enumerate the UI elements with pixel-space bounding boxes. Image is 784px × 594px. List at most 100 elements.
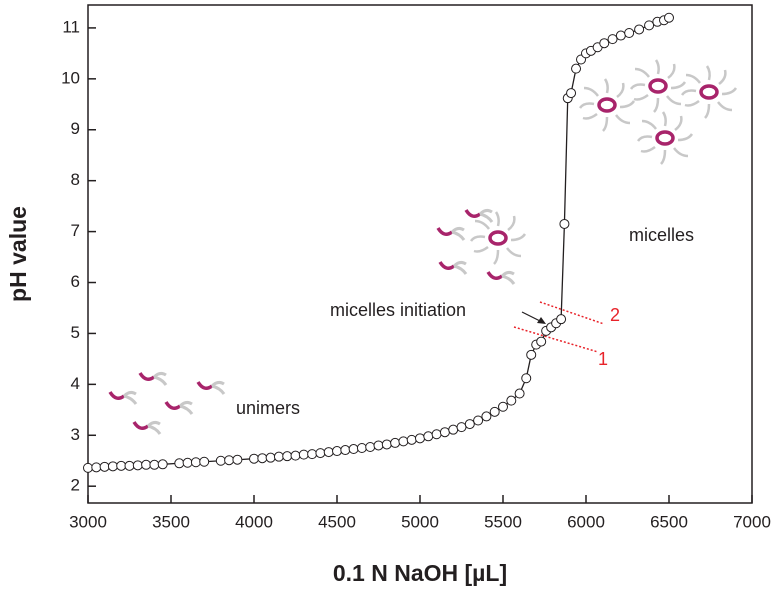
- data-point: [132, 460, 143, 471]
- y-axis-title: pH value: [5, 206, 31, 302]
- data-point: [464, 419, 475, 430]
- data-point: [356, 443, 367, 454]
- x-tick-label: 7000: [733, 512, 771, 531]
- data-point: [448, 424, 459, 435]
- data-point: [381, 439, 392, 450]
- unimer-icon: [486, 270, 516, 286]
- annotation: 2: [610, 305, 620, 325]
- data-point: [232, 454, 243, 465]
- data-point: [415, 433, 425, 444]
- data-point: [521, 373, 532, 384]
- data-point: [439, 427, 450, 438]
- annotation: micelles: [629, 225, 694, 245]
- data-point: [91, 462, 102, 473]
- data-point: [298, 449, 309, 460]
- x-tick-label: 6000: [567, 512, 605, 531]
- data-point: [498, 401, 508, 412]
- y-tick-label: 6: [71, 272, 80, 291]
- data-point: [599, 38, 610, 49]
- data-point: [249, 453, 259, 464]
- unimer-icon: [138, 371, 168, 387]
- data-point: [315, 448, 326, 459]
- data-point: [481, 411, 492, 422]
- y-tick-label: 11: [62, 17, 80, 36]
- y-tick-label: 7: [71, 221, 80, 240]
- micelle-icon: [636, 110, 694, 166]
- data-point: [290, 450, 301, 461]
- micelle-icon: [680, 64, 738, 120]
- data-point: [141, 459, 152, 470]
- y-tick-label: 9: [71, 119, 80, 138]
- arrow-head: [537, 317, 546, 324]
- data-point: [224, 455, 235, 466]
- data-point: [149, 459, 160, 470]
- data-point: [489, 406, 500, 417]
- data-point: [273, 451, 284, 462]
- micelle-icon: [629, 58, 687, 114]
- data-point: [514, 388, 525, 399]
- micelle-icon: [578, 77, 636, 133]
- data-point: [456, 422, 467, 433]
- data-point: [566, 88, 577, 99]
- unimer-icon: [196, 380, 226, 396]
- data-point: [506, 395, 517, 406]
- y-tick-label: 4: [71, 374, 80, 393]
- data-point: [526, 349, 537, 360]
- annotation: 1: [598, 349, 608, 369]
- x-tick-label: 4500: [318, 512, 356, 531]
- data-point: [174, 458, 185, 469]
- unimer-icon: [438, 260, 468, 276]
- data-point: [556, 314, 567, 325]
- data-point: [644, 20, 655, 31]
- unimer-icon: [132, 420, 162, 436]
- data-point: [390, 437, 401, 448]
- data-point: [323, 447, 334, 458]
- data-point: [406, 434, 417, 445]
- data-point: [615, 30, 626, 41]
- data-point: [559, 218, 570, 229]
- data-point: [373, 440, 384, 451]
- data-point: [190, 457, 201, 468]
- x-tick-label: 5000: [401, 512, 439, 531]
- data-point: [398, 436, 409, 447]
- annotation: micelles initiation: [330, 300, 466, 320]
- data-point: [607, 34, 618, 45]
- y-tick-label: 5: [71, 323, 80, 342]
- data-point: [571, 63, 582, 74]
- y-tick-label: 8: [71, 170, 80, 189]
- unimer-icon: [164, 400, 194, 416]
- data-line: [87, 17, 670, 469]
- arrow: [521, 311, 543, 323]
- data-point: [116, 460, 127, 471]
- x-tick-label: 5500: [484, 512, 522, 531]
- data-point: [431, 429, 442, 440]
- unimer-icon: [108, 390, 138, 406]
- data-point: [473, 415, 484, 426]
- data-point: [624, 28, 635, 39]
- y-tick-label: 3: [71, 425, 80, 444]
- data-point: [282, 451, 293, 462]
- y-tick-label: 2: [71, 476, 80, 495]
- marker-line: [539, 301, 605, 325]
- x-tick-label: 3000: [69, 512, 107, 531]
- data-point: [124, 460, 135, 471]
- data-point: [340, 445, 351, 456]
- data-point: [157, 459, 168, 470]
- data-point: [199, 456, 210, 467]
- data-point: [423, 431, 434, 442]
- data-point: [83, 462, 93, 473]
- marker-line: [513, 326, 599, 353]
- data-point: [664, 12, 674, 23]
- data-point: [365, 441, 376, 452]
- data-point: [634, 24, 645, 35]
- data-point: [182, 457, 193, 468]
- illustrations: [108, 58, 738, 436]
- data-point: [265, 452, 276, 463]
- unimer-icon: [436, 226, 466, 242]
- data-point: [536, 336, 547, 347]
- data-point: [307, 449, 318, 460]
- data-point: [99, 461, 110, 472]
- annotation: unimers: [236, 398, 300, 418]
- y-tick-label: 10: [61, 68, 80, 87]
